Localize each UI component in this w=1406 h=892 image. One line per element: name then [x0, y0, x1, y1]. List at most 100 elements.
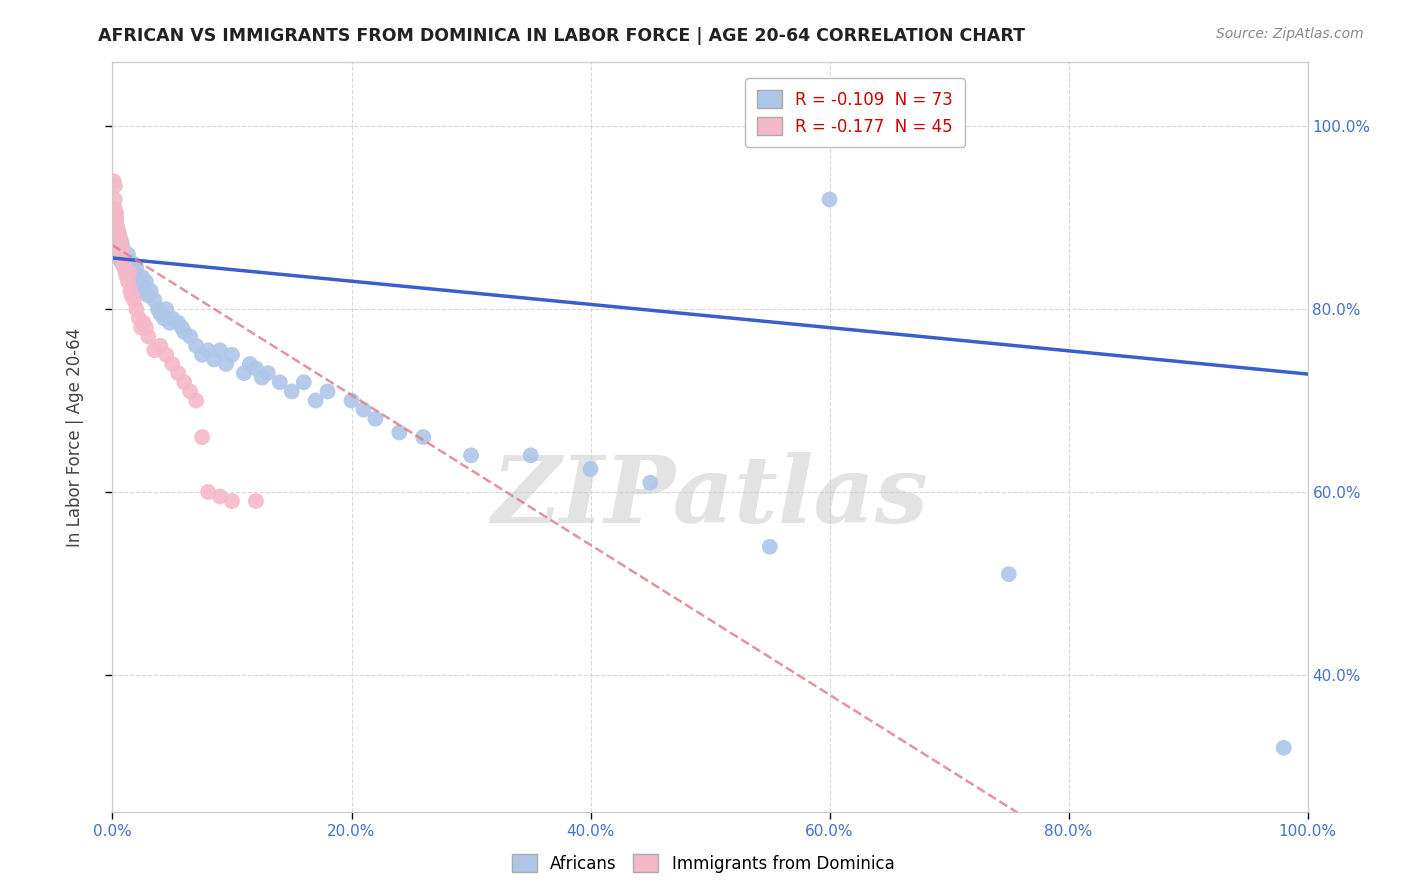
Point	[105, 225, 128, 239]
Point	[179, 384, 201, 399]
Point	[120, 260, 142, 275]
Point	[162, 357, 183, 371]
Point	[135, 320, 157, 334]
Point	[167, 316, 190, 330]
Point	[114, 260, 135, 275]
Point	[105, 229, 128, 244]
Point	[257, 366, 280, 380]
Point	[138, 329, 160, 343]
Point	[112, 256, 135, 270]
Point	[107, 234, 129, 248]
Point	[173, 376, 195, 390]
Point	[170, 320, 193, 334]
Point	[107, 238, 129, 252]
Point	[107, 225, 129, 239]
Point	[104, 202, 127, 216]
Point	[120, 284, 142, 298]
Point	[221, 348, 243, 362]
Point	[118, 256, 141, 270]
Point	[121, 256, 143, 270]
Point	[197, 484, 219, 499]
Point	[122, 266, 145, 280]
Point	[191, 430, 214, 444]
Point	[167, 366, 190, 380]
Point	[759, 540, 782, 554]
Point	[191, 348, 214, 362]
Point	[107, 234, 129, 248]
Point	[186, 393, 208, 408]
Point	[114, 266, 136, 280]
Point	[159, 316, 181, 330]
Point	[105, 211, 128, 225]
Point	[132, 284, 155, 298]
Point	[292, 376, 315, 390]
Point	[111, 252, 134, 266]
Point	[155, 348, 177, 362]
Point	[131, 270, 153, 285]
Point	[129, 275, 152, 289]
Point	[250, 370, 273, 384]
Point	[129, 320, 152, 334]
Text: Source: ZipAtlas.com: Source: ZipAtlas.com	[1216, 27, 1364, 41]
Point	[162, 311, 183, 326]
Point	[110, 247, 132, 261]
Point	[121, 266, 143, 280]
Point	[105, 206, 128, 220]
Point	[111, 256, 134, 270]
Point	[125, 260, 148, 275]
Point	[146, 302, 169, 317]
Point	[111, 243, 134, 257]
Point	[108, 229, 131, 244]
Point	[202, 352, 225, 367]
Point	[352, 402, 374, 417]
Point	[128, 311, 150, 326]
Point	[117, 247, 139, 261]
Point	[269, 376, 291, 390]
Point	[281, 384, 304, 399]
Point	[138, 288, 160, 302]
Point	[128, 279, 150, 293]
Point	[104, 206, 127, 220]
Point	[818, 193, 841, 207]
Point	[388, 425, 411, 440]
Text: ZIPatlas: ZIPatlas	[492, 452, 928, 542]
Point	[124, 270, 146, 285]
Point	[122, 293, 145, 307]
Point	[115, 270, 138, 285]
Point	[139, 284, 162, 298]
Point	[125, 302, 148, 317]
Point	[215, 357, 238, 371]
Point	[121, 288, 143, 302]
Point	[153, 311, 176, 326]
Point	[110, 234, 132, 248]
Point	[135, 275, 157, 289]
Point	[104, 178, 127, 193]
Point	[316, 384, 339, 399]
Point	[108, 243, 131, 257]
Point	[117, 275, 139, 289]
Point	[998, 567, 1021, 582]
Point	[197, 343, 219, 358]
Point	[173, 325, 195, 339]
Point	[221, 494, 243, 508]
Point	[112, 247, 135, 261]
Point	[105, 215, 128, 229]
Legend: Africans, Immigrants from Dominica: Africans, Immigrants from Dominica	[505, 847, 901, 880]
Point	[143, 343, 166, 358]
Point	[179, 329, 201, 343]
Point	[245, 494, 267, 508]
Point	[115, 252, 138, 266]
Point	[579, 462, 602, 476]
Point	[340, 393, 363, 408]
Legend: R = -0.109  N = 73, R = -0.177  N = 45: R = -0.109 N = 73, R = -0.177 N = 45	[745, 78, 965, 147]
Point	[111, 238, 134, 252]
Point	[108, 238, 131, 252]
Point	[412, 430, 434, 444]
Point	[239, 357, 262, 371]
Point	[305, 393, 328, 408]
Point	[105, 219, 128, 234]
Point	[149, 307, 172, 321]
Point	[209, 490, 232, 504]
Point	[118, 266, 141, 280]
Point	[105, 215, 128, 229]
